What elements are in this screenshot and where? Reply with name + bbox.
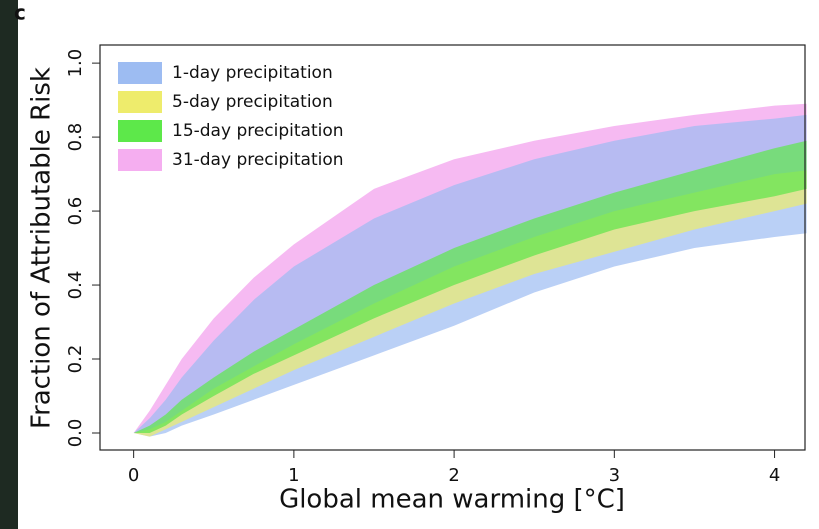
legend-label: 5-day precipitation — [172, 92, 333, 112]
x-tick-label: 4 — [769, 465, 780, 486]
photo-edge — [0, 0, 18, 529]
x-tick-label: 2 — [448, 465, 459, 486]
legend-swatch — [118, 149, 162, 171]
legend-swatch — [118, 91, 162, 113]
y-tick-label: 0.6 — [65, 197, 86, 226]
x-axis-label: Global mean warming [°C] — [279, 485, 625, 515]
panel-label: c — [14, 1, 26, 25]
legend-label: 15-day precipitation — [172, 121, 344, 141]
legend-label: 31-day precipitation — [172, 150, 344, 170]
band — [133, 140, 807, 433]
legend-swatch — [118, 62, 162, 84]
x-tick-label: 0 — [128, 465, 139, 486]
y-tick-label: 0.2 — [65, 345, 86, 374]
legend-swatch — [118, 120, 162, 142]
legend-label: 1-day precipitation — [172, 63, 333, 83]
band — [133, 170, 807, 437]
x-tick-label: 1 — [288, 465, 299, 486]
x-tick-label: 3 — [609, 465, 620, 486]
y-tick-label: 0.4 — [65, 271, 86, 300]
y-tick-label: 0.0 — [65, 419, 86, 448]
y-tick-label: 1.0 — [65, 49, 86, 78]
plot-frame — [99, 44, 806, 451]
y-axis-label: Fraction of Attributable Risk — [27, 67, 57, 429]
y-tick-label: 0.8 — [65, 123, 86, 152]
